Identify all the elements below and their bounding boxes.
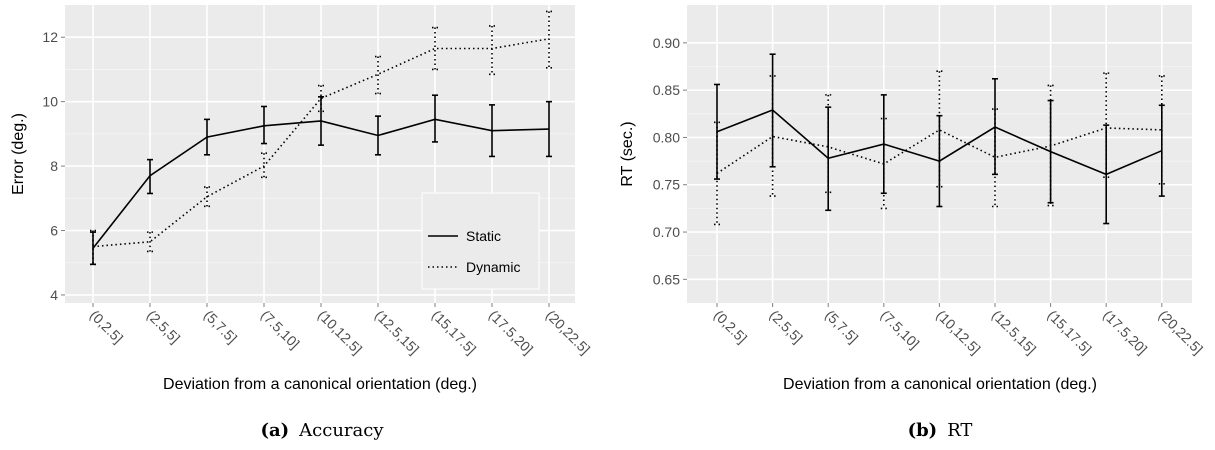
x-tick-label: (20,22.5]: [543, 307, 593, 357]
y-tick-label: 6: [50, 223, 58, 239]
x-tick-label: (2.5,5]: [766, 307, 805, 346]
y-tick-label: 10: [42, 94, 58, 110]
dynamic-error-bar: [1103, 72, 1110, 178]
y-tick-label: 0.75: [653, 177, 680, 193]
legend-box: [421, 192, 540, 290]
legend-dynamic-label: Dynamic: [466, 259, 520, 275]
y-axis-title: Error (deg.): [10, 113, 27, 195]
dynamic-error-bar: [432, 26, 438, 71]
x-tick-label: (5,7.5]: [201, 307, 240, 346]
accuracy-chart: 4 6 8 10 12 (0,2.5] (2.5,5] (5,7.5] (7.5,10] (10…: [10, 5, 593, 441]
x-tick-label: (12.5,15]: [372, 307, 422, 357]
caption: (b) RT: [908, 420, 973, 441]
dynamic-error-bar: [489, 25, 495, 76]
x-axis-title: Deviation from a canonical orientation (…: [783, 376, 1097, 393]
legend-static-label: Static: [466, 228, 501, 244]
dynamic-line: [716, 127, 1162, 175]
static-error-bar: [261, 105, 267, 145]
x-tick-label: (15,17.5]: [429, 307, 479, 357]
y-axis: 0.65 0.70 0.75 0.80 0.85 0.90: [653, 35, 687, 287]
dynamic-line: [92, 38, 550, 248]
x-tick-label: (7.5,10]: [878, 307, 923, 352]
static-line: [92, 118, 550, 249]
caption-label: (b): [908, 420, 938, 441]
x-tick-label: (5,7.5]: [822, 307, 861, 346]
series-layer: [90, 10, 552, 266]
x-tick-label: (2.5,5]: [144, 307, 183, 346]
x-axis-title: Deviation from a canonical orientation (…: [163, 376, 477, 393]
dynamic-error-bar: [769, 75, 776, 197]
caption-label: (a): [260, 420, 289, 441]
svg-text:(b) RT: (b) RT: [908, 420, 973, 441]
dynamic-error-bar: [825, 94, 832, 194]
static-line: [716, 109, 1163, 176]
dynamic-error-bar: [992, 108, 998, 208]
dynamic-error-bar: [1047, 84, 1054, 207]
x-axis: (0,2.5] (2.5,5] (5,7.5] (7.5,10] (10,12.5] (1…: [711, 303, 1206, 357]
dynamic-error-bar: [714, 121, 720, 226]
x-tick-label: (20,22.5]: [1156, 307, 1206, 357]
y-axis-title: RT (sec.): [619, 121, 636, 186]
x-tick-label: (17.5,20]: [486, 307, 536, 357]
svg-text:(a) Accuracy: (a) Accuracy: [260, 420, 384, 441]
dynamic-error-bar: [261, 152, 267, 179]
x-tick-label: (15,17.5]: [1044, 307, 1094, 357]
caption-text: Accuracy: [298, 420, 384, 441]
x-tick-label: (0,2.5]: [711, 307, 750, 346]
legend: Static Dynamic: [421, 192, 540, 290]
dynamic-error-bar: [147, 231, 153, 253]
caption-text: RT: [947, 420, 972, 441]
y-tick-label: 4: [50, 287, 58, 303]
rt-chart: 0.65 0.70 0.75 0.80 0.85 0.90 (0,2.5] (2.5,5] (…: [619, 5, 1206, 441]
dynamic-error-bar: [375, 55, 381, 95]
dynamic-error-bar: [936, 70, 943, 188]
y-tick-label: 0.80: [653, 129, 680, 145]
y-axis: 4 6 8 10 12: [42, 29, 65, 303]
dynamic-error-bar: [90, 229, 96, 266]
x-tick-label: (7.5,10]: [258, 307, 303, 352]
x-tick-label: (10,12.5]: [933, 307, 983, 357]
y-tick-label: 8: [50, 158, 58, 174]
series-layer: [714, 53, 1165, 226]
y-tick-label: 0.65: [653, 271, 680, 287]
dynamic-error-bar: [1158, 75, 1165, 185]
x-tick-label: (12.5,15]: [989, 307, 1039, 357]
y-tick-label: 12: [42, 29, 58, 45]
y-tick-label: 0.85: [653, 82, 680, 98]
dynamic-error-bar: [880, 117, 887, 210]
x-axis: (0,2.5] (2.5,5] (5,7.5] (7.5,10] (10,12.5] (1…: [87, 303, 593, 357]
y-tick-label: 0.90: [653, 35, 680, 51]
y-tick-label: 0.70: [653, 224, 680, 240]
x-tick-label: (10,12.5]: [315, 307, 365, 357]
x-tick-label: (0,2.5]: [87, 307, 126, 346]
dynamic-error-bar: [204, 186, 210, 208]
caption: (a) Accuracy: [260, 420, 384, 441]
dynamic-error-bar: [318, 84, 324, 113]
x-tick-label: (17.5,20]: [1100, 307, 1150, 357]
